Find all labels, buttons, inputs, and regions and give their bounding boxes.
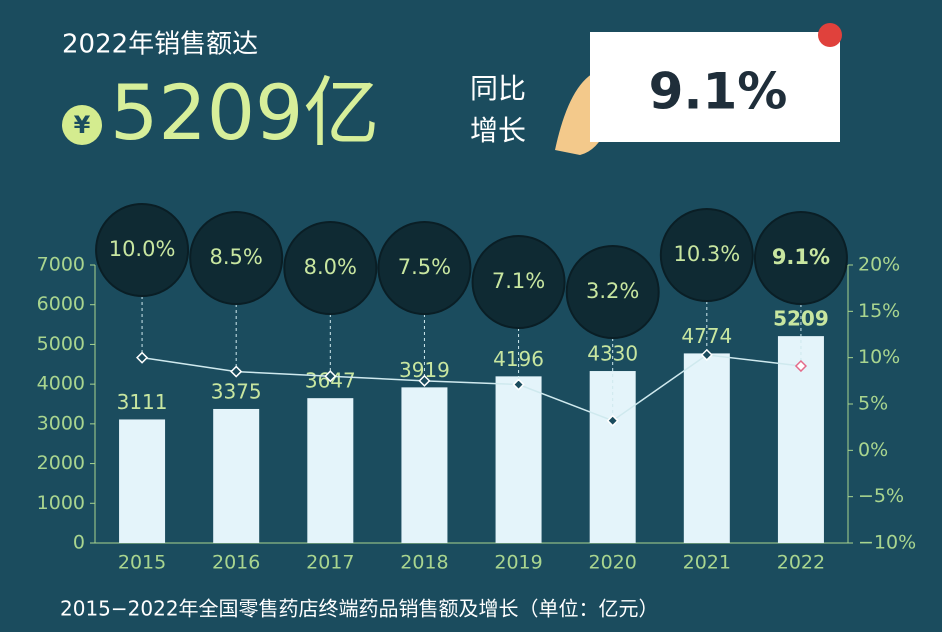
y-tick-label: 4000 — [37, 373, 85, 395]
bar — [589, 371, 636, 543]
y-tick-label: 2000 — [37, 452, 85, 474]
bar — [213, 408, 260, 543]
caption: 2015−2022年全国零售药店终端药品销售额及增长（单位：亿元） — [60, 597, 659, 621]
growth-line — [141, 354, 802, 422]
growth-marker — [136, 351, 149, 364]
growth-label: 3.2% — [586, 279, 639, 303]
y-tick-label: 5000 — [37, 333, 85, 355]
x-tick-label: 2019 — [494, 552, 542, 574]
growth-bubble — [283, 221, 378, 315]
x-tick-label: 2016 — [212, 552, 260, 574]
x-tick-label: 2022 — [777, 552, 825, 574]
currency-badge — [62, 105, 102, 145]
growth-bubble — [659, 208, 754, 302]
growth-bubble — [377, 221, 472, 315]
y-tick-label: 3000 — [37, 412, 85, 434]
x-tick-label: 2015 — [118, 552, 166, 574]
growth-label: 10.0% — [109, 237, 176, 261]
growth-bubble — [189, 211, 284, 305]
y-tick-label: 0 — [73, 532, 85, 554]
x-tick-label: 2020 — [589, 552, 637, 574]
y-tick-label: 6000 — [37, 293, 85, 315]
growth-bubble — [565, 245, 660, 339]
currency: ¥ — [74, 111, 91, 139]
growth-label: 增长 — [470, 114, 526, 147]
ribbon — [818, 23, 842, 47]
growth-label: 10.3% — [673, 242, 740, 266]
growth-label: 8.0% — [304, 255, 357, 279]
bar-value-label: 3111 — [117, 390, 168, 414]
growth-label: 9.1% — [772, 245, 830, 269]
bar — [683, 353, 730, 543]
bar — [401, 387, 448, 543]
bar — [307, 398, 354, 543]
y2-tick-label: −10% — [858, 532, 916, 554]
x-tick-label: 2021 — [683, 552, 731, 574]
y2-tick-label: −5% — [858, 485, 904, 507]
bar-value-label: 3375 — [211, 379, 262, 403]
growth-label: 8.5% — [210, 245, 263, 269]
growth-bubble — [95, 203, 190, 297]
growth-marker — [230, 365, 243, 378]
growth-marker — [512, 378, 525, 391]
x-tick-label: 2018 — [400, 552, 448, 574]
growth-label: 7.5% — [398, 255, 451, 279]
y-tick-label: 1000 — [37, 492, 85, 514]
growth-label: 7.1% — [492, 269, 545, 293]
amount: 5209亿 — [110, 68, 379, 157]
bar — [119, 419, 166, 543]
growth-label: 同比 — [470, 72, 526, 105]
y-tick-label: 7000 — [37, 254, 85, 276]
growth-value: 9.1% — [649, 63, 788, 121]
growth-marker — [794, 359, 807, 373]
y2-tick-label: 20% — [858, 254, 900, 276]
growth-marker — [324, 370, 337, 383]
y2-tick-label: 15% — [858, 300, 900, 322]
growth-marker — [700, 348, 713, 361]
x-tick-label: 2017 — [306, 552, 354, 574]
growth-bubble — [753, 211, 848, 305]
bar — [495, 376, 542, 543]
growth-card — [590, 32, 840, 142]
y2-tick-label: 10% — [858, 346, 900, 368]
headline: 2022年销售额达 — [62, 30, 258, 60]
growth-bubble — [471, 235, 566, 329]
y2-tick-label: 5% — [858, 393, 888, 415]
growth-marker — [418, 374, 431, 387]
y2-tick-label: 0% — [858, 439, 888, 461]
growth-marker — [606, 414, 619, 427]
